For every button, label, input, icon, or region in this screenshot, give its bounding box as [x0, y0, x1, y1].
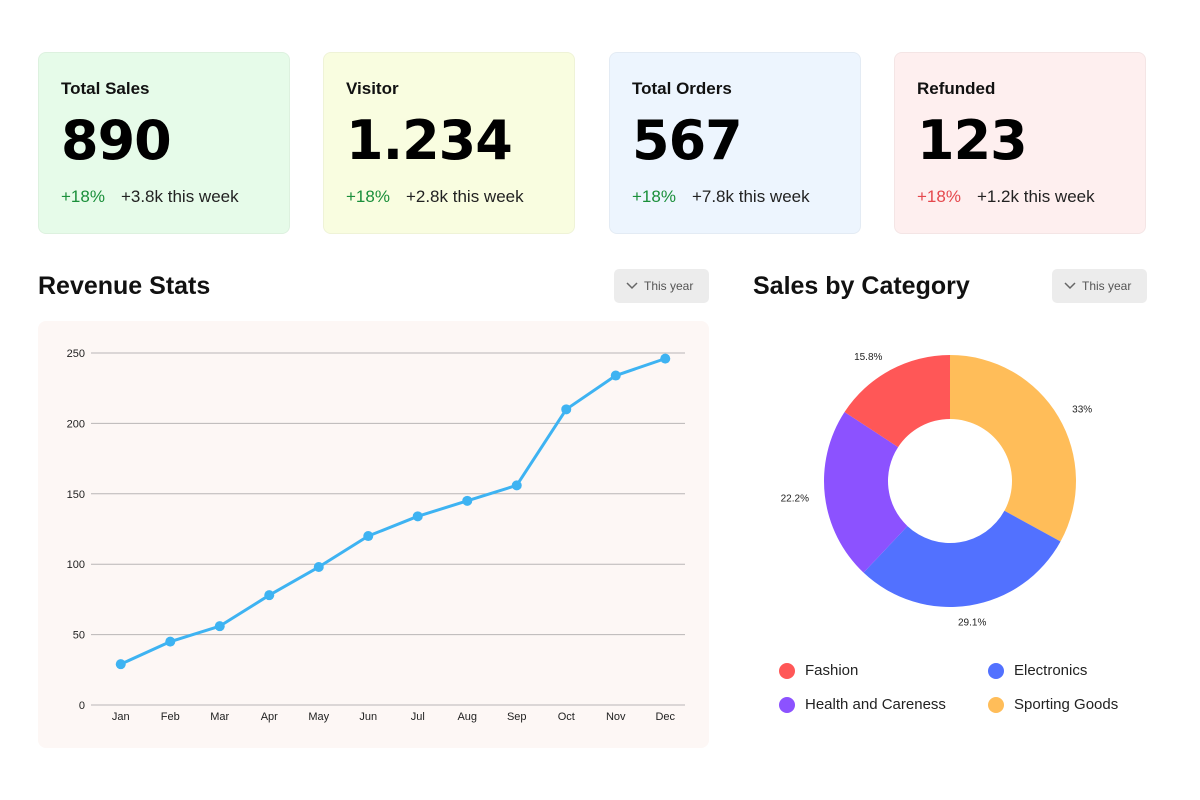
sales-by-category-title: Sales by Category: [753, 272, 970, 300]
kpi-week-change: +3.8k this week: [120, 187, 239, 206]
data-point[interactable]: [660, 353, 671, 364]
legend-dot: [779, 662, 795, 679]
x-tick-label: May: [308, 711, 329, 723]
data-point[interactable]: [412, 511, 423, 522]
revenue-line-chart: 0 50 100 150 200 250 Jan Feb Mar Apr May Jun Jul Aug S…: [67, 348, 685, 723]
donut-slice[interactable]: [844, 355, 950, 448]
kpi-title: Refunded: [917, 79, 996, 98]
slice-percent-label: 15.8%: [854, 352, 882, 363]
legend-dot: [988, 662, 1004, 679]
category-period-dropdown[interactable]: This year: [1052, 269, 1147, 303]
revenue-period-dropdown[interactable]: This year: [614, 269, 709, 303]
legend-item-health-and-careness: Health and Careness: [779, 696, 946, 713]
legend-item-sporting-goods: Sporting Goods: [988, 696, 1118, 713]
y-tick-label: 50: [73, 630, 85, 642]
chevron-down-icon: [1064, 282, 1076, 290]
x-tick-label: Apr: [261, 711, 278, 723]
revenue-stats-title: Revenue Stats: [38, 272, 211, 300]
data-point[interactable]: [462, 495, 473, 506]
x-tick-label: Oct: [558, 711, 575, 723]
kpi-card-total-sales: Total Sales 890 +18% +3.8k this week: [38, 52, 290, 234]
slice-percent-label: 33%: [1072, 405, 1092, 416]
x-tick-label: Sep: [507, 711, 527, 723]
x-tick-label: Aug: [457, 711, 477, 723]
legend-item-fashion: Fashion: [779, 662, 858, 679]
legend-label: Health and Careness: [805, 696, 946, 713]
data-point[interactable]: [264, 590, 275, 601]
y-tick-label: 250: [67, 348, 85, 360]
data-point[interactable]: [313, 562, 324, 573]
x-tick-label: Nov: [606, 711, 626, 723]
slice-percent-label: 22.2%: [781, 494, 809, 505]
kpi-card-visitor: Visitor 1.234 +18% +2.8k this week: [323, 52, 575, 234]
kpi-footer: +18% +7.8k this week: [632, 187, 838, 207]
revenue-chart-panel: 0 50 100 150 200 250 Jan Feb Mar Apr May Jun Jul Aug S…: [38, 321, 709, 748]
legend-dot: [779, 696, 795, 713]
x-tick-label: Dec: [655, 711, 675, 723]
legend-label: Fashion: [805, 662, 859, 679]
kpi-footer: +18% +3.8k this week: [61, 187, 267, 207]
kpi-card-refunded: Refunded 123 +18% +1.2k this week: [894, 52, 1146, 234]
kpi-title: Visitor: [346, 79, 399, 98]
kpi-change-percent: +18%: [61, 187, 105, 206]
data-point[interactable]: [214, 621, 225, 632]
donut-slice[interactable]: [950, 355, 1076, 542]
kpi-week-change: +2.8k this week: [405, 187, 524, 206]
revenue-series-line: [120, 357, 666, 666]
y-tick-label: 200: [67, 418, 85, 430]
data-point[interactable]: [115, 659, 126, 670]
legend-item-electronics: Electronics: [988, 662, 1087, 679]
data-point[interactable]: [363, 531, 374, 542]
kpi-value: 890: [61, 109, 172, 172]
dropdown-label: This year: [644, 279, 694, 293]
kpi-change-percent: +18%: [632, 187, 676, 206]
kpi-value: 567: [632, 109, 743, 172]
kpi-footer: +18% +1.2k this week: [917, 187, 1123, 207]
x-tick-label: Feb: [161, 711, 180, 723]
kpi-week-change: +7.8k this week: [691, 187, 810, 206]
kpi-title: Total Orders: [632, 79, 732, 98]
data-point[interactable]: [511, 480, 522, 491]
kpi-card-total-orders: Total Orders 567 +18% +7.8k this week: [609, 52, 861, 234]
x-tick-label: Jul: [411, 711, 425, 723]
kpi-value: 123: [917, 109, 1028, 172]
y-tick-label: 100: [67, 559, 85, 571]
sales-category-donut-chart: 33% 29.1% 22.2% 15.8%: [781, 352, 1093, 628]
kpi-change-percent: +18%: [917, 187, 961, 206]
kpi-title: Total Sales: [61, 79, 150, 98]
chevron-down-icon: [626, 282, 638, 290]
dropdown-label: This year: [1082, 279, 1132, 293]
y-tick-label: 150: [67, 489, 85, 501]
x-tick-label: Jan: [112, 711, 130, 723]
legend-label: Sporting Goods: [1014, 696, 1119, 713]
kpi-footer: +18% +2.8k this week: [346, 187, 552, 207]
data-point[interactable]: [610, 370, 621, 381]
legend-dot: [988, 696, 1004, 713]
donut-slice[interactable]: [863, 510, 1061, 607]
x-tick-label: Jun: [359, 711, 377, 723]
kpi-week-change: +1.2k this week: [976, 187, 1095, 206]
x-tick-label: Mar: [210, 711, 229, 723]
legend-label: Electronics: [1014, 662, 1088, 679]
slice-percent-label: 29.1%: [958, 617, 986, 628]
data-point[interactable]: [165, 636, 176, 647]
data-point[interactable]: [561, 404, 572, 415]
kpi-value: 1.234: [346, 109, 513, 172]
kpi-change-percent: +18%: [346, 187, 390, 206]
donut-slice[interactable]: [824, 412, 908, 573]
y-tick-label: 0: [79, 700, 85, 712]
